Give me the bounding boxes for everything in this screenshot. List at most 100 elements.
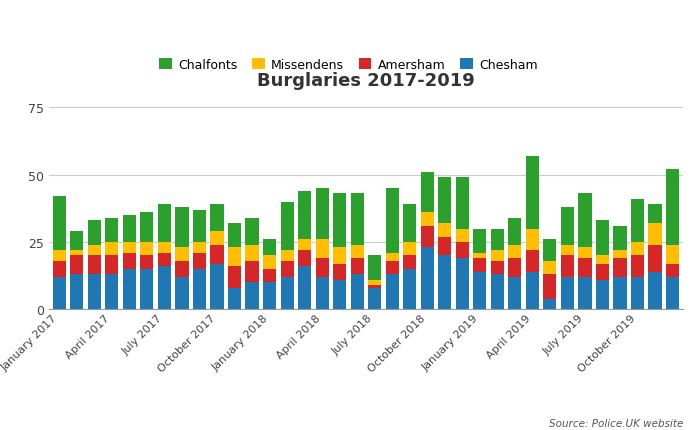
Bar (648, 272, 661, 310)
Bar (596, 221, 609, 256)
Bar (561, 245, 574, 256)
Bar (298, 191, 311, 240)
Bar (298, 267, 311, 310)
Bar (351, 258, 364, 275)
Bar (385, 253, 399, 261)
Bar (316, 240, 329, 258)
Bar (53, 261, 66, 277)
Bar (421, 248, 434, 310)
Bar (351, 194, 364, 245)
Bar (491, 261, 504, 275)
Bar (613, 250, 627, 258)
Bar (491, 250, 504, 261)
Bar (210, 245, 224, 264)
Bar (421, 172, 434, 213)
Bar (544, 299, 556, 310)
Bar (176, 261, 188, 277)
Bar (666, 277, 679, 310)
Bar (491, 275, 504, 310)
Bar (245, 218, 259, 245)
Bar (88, 221, 101, 245)
Bar (438, 178, 452, 224)
Bar (245, 261, 259, 283)
Bar (316, 277, 329, 310)
Bar (105, 275, 118, 310)
Bar (123, 269, 136, 310)
Bar (421, 213, 434, 226)
Bar (105, 218, 118, 243)
Bar (333, 280, 346, 310)
Bar (140, 213, 153, 243)
Bar (579, 194, 592, 248)
Bar (544, 261, 556, 275)
Bar (456, 229, 469, 243)
Bar (228, 248, 241, 267)
Bar (368, 288, 381, 310)
Bar (333, 248, 346, 264)
Bar (403, 269, 416, 310)
Bar (631, 256, 644, 277)
Bar (579, 277, 592, 310)
Bar (351, 275, 364, 310)
Bar (403, 256, 416, 269)
Bar (385, 275, 399, 310)
Bar (333, 194, 346, 248)
Bar (648, 205, 661, 224)
Title: Burglaries 2017-2019: Burglaries 2017-2019 (257, 72, 475, 90)
Bar (123, 243, 136, 253)
Bar (88, 275, 101, 310)
Bar (508, 218, 521, 245)
Bar (280, 250, 293, 261)
Bar (421, 226, 434, 248)
Bar (648, 224, 661, 245)
Bar (263, 269, 276, 283)
Bar (158, 205, 171, 243)
Bar (561, 277, 574, 310)
Bar (280, 261, 293, 277)
Bar (88, 245, 101, 256)
Bar (176, 248, 188, 261)
Bar (140, 243, 153, 256)
Bar (193, 243, 206, 253)
Bar (88, 256, 101, 275)
Bar (245, 245, 259, 261)
Bar (105, 256, 118, 275)
Legend: Chalfonts, Missendens, Amersham, Chesham: Chalfonts, Missendens, Amersham, Chesham (154, 54, 543, 77)
Bar (210, 205, 224, 232)
Bar (596, 256, 609, 264)
Bar (176, 277, 188, 310)
Bar (508, 245, 521, 258)
Bar (333, 264, 346, 280)
Bar (263, 256, 276, 269)
Bar (403, 205, 416, 243)
Bar (385, 189, 399, 253)
Bar (403, 243, 416, 256)
Bar (368, 286, 381, 288)
Bar (228, 267, 241, 288)
Bar (140, 256, 153, 269)
Bar (613, 258, 627, 277)
Bar (631, 277, 644, 310)
Bar (70, 275, 84, 310)
Bar (316, 189, 329, 240)
Bar (70, 256, 84, 275)
Bar (631, 243, 644, 256)
Bar (508, 277, 521, 310)
Bar (280, 202, 293, 250)
Bar (579, 258, 592, 277)
Bar (473, 272, 487, 310)
Bar (245, 283, 259, 310)
Bar (596, 280, 609, 310)
Bar (351, 245, 364, 258)
Bar (105, 243, 118, 256)
Bar (456, 243, 469, 258)
Bar (176, 207, 188, 248)
Bar (228, 288, 241, 310)
Bar (508, 258, 521, 277)
Bar (438, 237, 452, 256)
Bar (123, 215, 136, 243)
Bar (596, 264, 609, 280)
Bar (263, 283, 276, 310)
Bar (613, 277, 627, 310)
Text: Source: Police.UK website: Source: Police.UK website (549, 418, 683, 428)
